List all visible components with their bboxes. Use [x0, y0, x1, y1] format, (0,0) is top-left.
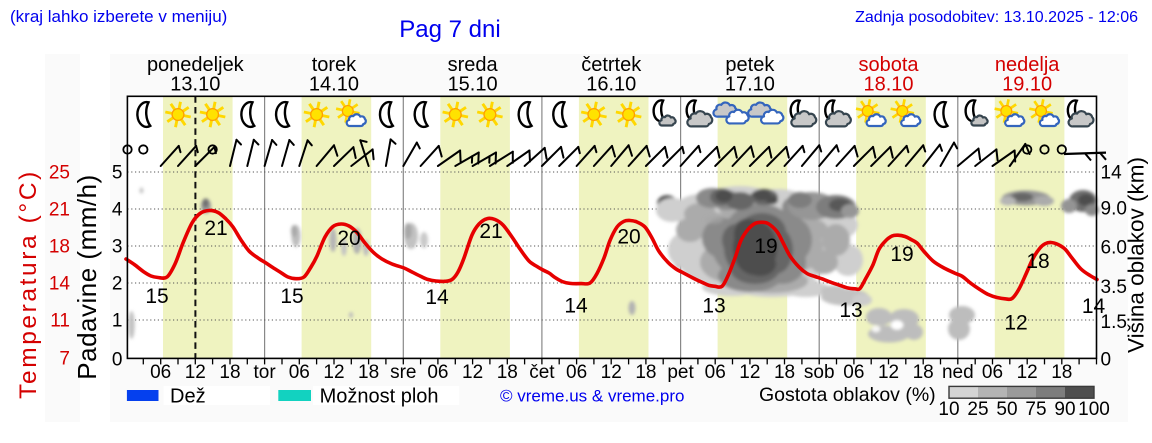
svg-text:Padavine (mm/h): Padavine (mm/h) — [72, 174, 102, 379]
svg-text:12: 12 — [601, 362, 622, 383]
svg-text:13.10: 13.10 — [170, 74, 220, 96]
svg-text:12: 12 — [323, 362, 344, 383]
svg-text:18: 18 — [219, 362, 240, 383]
svg-text:06: 06 — [843, 362, 864, 383]
svg-text:25: 25 — [967, 399, 988, 420]
svg-text:2: 2 — [112, 274, 123, 295]
svg-text:0: 0 — [1101, 349, 1112, 370]
svg-text:19: 19 — [890, 243, 913, 266]
svg-text:12: 12 — [878, 362, 899, 383]
svg-text:18: 18 — [497, 362, 518, 383]
svg-text:11: 11 — [50, 311, 70, 332]
svg-text:20: 20 — [617, 226, 640, 249]
svg-text:14: 14 — [425, 286, 449, 309]
svg-text:14: 14 — [564, 295, 588, 318]
svg-text:© vreme.us & vreme.pro: © vreme.us & vreme.pro — [500, 387, 684, 406]
svg-text:Pag 7 dni: Pag 7 dni — [399, 16, 500, 43]
svg-text:14: 14 — [1082, 295, 1106, 318]
svg-text:12: 12 — [739, 362, 760, 383]
svg-text:17.10: 17.10 — [725, 74, 775, 96]
svg-text:18: 18 — [358, 362, 379, 383]
svg-text:12: 12 — [185, 362, 206, 383]
svg-text:06: 06 — [289, 362, 310, 383]
svg-text:18: 18 — [635, 362, 656, 383]
svg-text:1.5: 1.5 — [1101, 312, 1127, 333]
svg-text:Možnost ploh: Možnost ploh — [320, 386, 439, 408]
svg-text:06: 06 — [427, 362, 448, 383]
svg-text:06: 06 — [982, 362, 1003, 383]
svg-text:14: 14 — [49, 274, 71, 295]
svg-text:50: 50 — [996, 399, 1017, 420]
svg-text:90: 90 — [1054, 399, 1075, 420]
svg-text:25: 25 — [49, 163, 70, 184]
svg-text:20: 20 — [337, 227, 360, 250]
svg-text:(kraj lahko izberete v meniju): (kraj lahko izberete v meniju) — [10, 7, 227, 26]
svg-text:13: 13 — [839, 299, 862, 322]
svg-text:torek: torek — [312, 54, 357, 76]
svg-text:15.10: 15.10 — [448, 74, 498, 96]
svg-text:4: 4 — [112, 200, 123, 221]
svg-text:petek: petek — [725, 54, 775, 76]
svg-text:06: 06 — [150, 362, 171, 383]
svg-text:13: 13 — [702, 295, 725, 318]
svg-text:06: 06 — [705, 362, 726, 383]
svg-text:5: 5 — [112, 163, 123, 184]
svg-text:100: 100 — [1078, 399, 1110, 420]
svg-text:19.10: 19.10 — [1002, 74, 1052, 96]
svg-text:sreda: sreda — [448, 54, 499, 76]
svg-text:16.10: 16.10 — [586, 74, 636, 96]
svg-text:tor: tor — [254, 362, 277, 383]
svg-text:18: 18 — [913, 362, 934, 383]
svg-text:Zadnja posodobitev: 13.10.2025: Zadnja posodobitev: 13.10.2025 - 12:06 — [855, 9, 1138, 26]
svg-text:18: 18 — [774, 362, 795, 383]
svg-text:14: 14 — [1101, 163, 1123, 184]
svg-text:pet: pet — [667, 362, 694, 383]
svg-text:nedelja: nedelja — [995, 54, 1060, 76]
svg-text:21: 21 — [479, 220, 502, 243]
svg-text:12: 12 — [1017, 362, 1038, 383]
svg-text:0: 0 — [112, 349, 123, 370]
svg-text:Dež: Dež — [170, 386, 206, 408]
svg-text:Temperatura (°C): Temperatura (°C) — [15, 169, 42, 399]
svg-text:19: 19 — [754, 235, 777, 258]
svg-text:21: 21 — [49, 200, 70, 221]
svg-text:15: 15 — [280, 285, 303, 308]
svg-text:Gostota oblakov (%): Gostota oblakov (%) — [759, 384, 936, 406]
svg-text:12: 12 — [462, 362, 483, 383]
svg-text:18: 18 — [1051, 362, 1072, 383]
svg-text:sre: sre — [390, 362, 416, 383]
svg-text:18: 18 — [1026, 250, 1049, 273]
svg-text:06: 06 — [566, 362, 587, 383]
svg-text:10: 10 — [938, 399, 959, 420]
svg-text:sobota: sobota — [858, 54, 919, 76]
svg-text:18: 18 — [49, 237, 70, 258]
svg-text:čet: čet — [529, 362, 555, 383]
svg-text:21: 21 — [204, 217, 227, 240]
svg-text:18.10: 18.10 — [863, 74, 913, 96]
svg-text:četrtek: četrtek — [581, 54, 642, 76]
svg-text:75: 75 — [1025, 399, 1046, 420]
svg-text:15: 15 — [145, 285, 168, 308]
svg-text:3.5: 3.5 — [1101, 277, 1127, 298]
svg-text:14.10: 14.10 — [309, 74, 359, 96]
svg-text:1: 1 — [112, 311, 123, 332]
svg-text:12: 12 — [1004, 312, 1027, 335]
svg-text:3: 3 — [112, 237, 123, 258]
svg-text:ned: ned — [942, 362, 974, 383]
svg-text:ponedeljek: ponedeljek — [147, 54, 245, 76]
svg-text:6.0: 6.0 — [1101, 238, 1127, 259]
svg-text:7: 7 — [59, 349, 70, 370]
svg-text:Višina oblakov (km): Višina oblakov (km) — [1124, 157, 1149, 353]
svg-text:9.0: 9.0 — [1101, 199, 1127, 220]
svg-text:sob: sob — [804, 362, 835, 383]
